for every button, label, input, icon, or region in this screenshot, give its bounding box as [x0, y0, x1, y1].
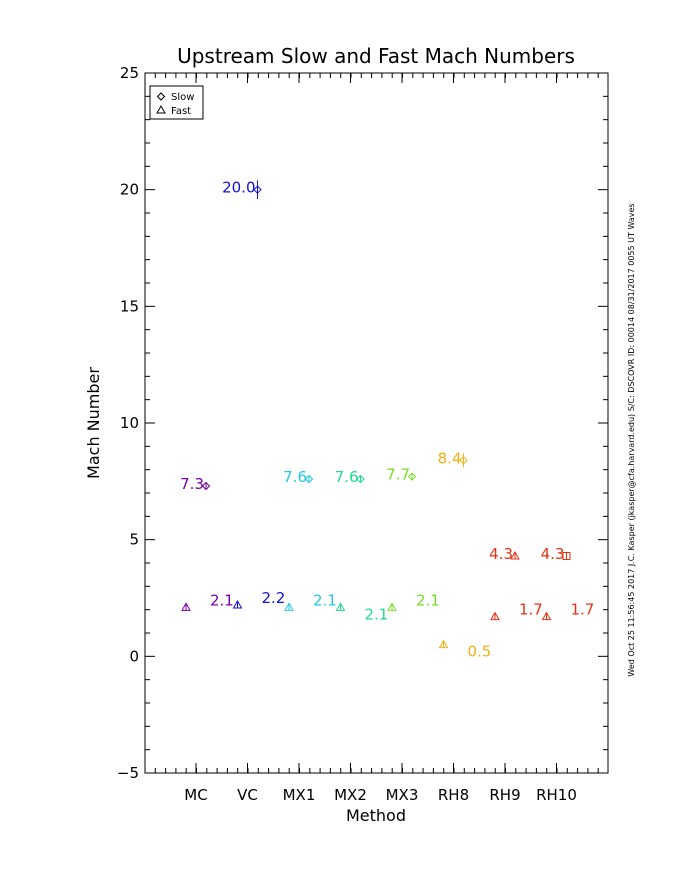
data-marks: 2.1 7.3 2.2 20.0 2.1 7.6 2.1 7.6 2.1 7.7 0.5 8.4 1.7…	[180, 179, 594, 661]
legend-label-slow: Slow	[171, 92, 194, 103]
x-tick-label: MX1	[283, 786, 316, 804]
y-axis-label: Mach Number	[84, 367, 103, 479]
fast-value-label: 1.7	[519, 601, 543, 619]
y-tick-label: 0	[129, 647, 139, 665]
slow-value-label: 7.3	[180, 475, 204, 493]
fast-point	[438, 639, 449, 649]
fast-value-label: 2.2	[262, 589, 286, 607]
slow-point	[304, 474, 314, 484]
y-tick-label: 20	[120, 181, 139, 199]
fast-point	[541, 611, 552, 621]
slow-point	[510, 550, 520, 560]
fast-point	[387, 602, 397, 611]
y-tick-label: 15	[120, 297, 139, 315]
x-tick-label: RH9	[489, 786, 520, 804]
legend-diamond-icon	[156, 92, 166, 101]
side-annotation: Wed Oct 25 11:56:45 2017 J.C. Kasper (jk…	[627, 203, 636, 676]
chart-title: Upstream Slow and Fast Mach Numbers	[177, 44, 575, 68]
slow-value-label: 4.3	[541, 545, 565, 563]
fast-value-label: 0.5	[468, 643, 492, 661]
x-tick-label: RH10	[536, 786, 577, 804]
fast-value-label: 2.1	[313, 591, 337, 609]
x-axis-label: Method	[346, 806, 406, 825]
x-tick-label: MX2	[334, 786, 367, 804]
x-tick-label: MX3	[386, 786, 419, 804]
slow-value-label: 20.0	[222, 179, 255, 197]
fast-value-label: 1.7	[571, 601, 595, 619]
legend-triangle-icon	[156, 104, 166, 114]
slow-value-label: 7.6	[283, 468, 307, 486]
slow-point	[459, 456, 468, 465]
fast-point	[284, 602, 294, 611]
legend-label-fast: Fast	[171, 106, 191, 117]
slow-value-label: 7.6	[335, 468, 359, 486]
y-tick-label: 5	[129, 531, 139, 549]
legend: Slow Fast	[149, 85, 204, 120]
x-axis-ticks: MC VC MX1 MX2 MX3 RH8 RH9 RH10	[154, 73, 599, 804]
slow-value-label: 8.4	[438, 449, 462, 467]
fast-value-label: 2.1	[365, 605, 389, 623]
y-tick-label: −5	[117, 764, 139, 782]
y-tick-label: 10	[120, 414, 139, 432]
slow-value-label: 7.7	[386, 466, 410, 484]
slow-point	[201, 481, 211, 491]
slow-point	[407, 472, 417, 481]
x-tick-label: MC	[184, 786, 207, 804]
slow-point	[562, 552, 571, 560]
slow-point	[356, 474, 365, 484]
plot-frame	[144, 72, 609, 774]
fast-point	[181, 602, 191, 611]
fast-value-label: 2.1	[416, 591, 440, 609]
fast-point	[335, 602, 346, 611]
y-tick-label: 25	[120, 64, 139, 82]
slow-value-label: 4.3	[489, 545, 513, 563]
y-axis-ticks: −5 0 5 10 15 20 25	[117, 64, 608, 782]
fast-point	[232, 599, 243, 609]
fast-value-label: 2.1	[210, 591, 234, 609]
slow-point	[253, 185, 262, 194]
x-tick-label: RH8	[438, 786, 469, 804]
fast-point	[490, 611, 500, 621]
x-tick-label: VC	[237, 786, 258, 804]
